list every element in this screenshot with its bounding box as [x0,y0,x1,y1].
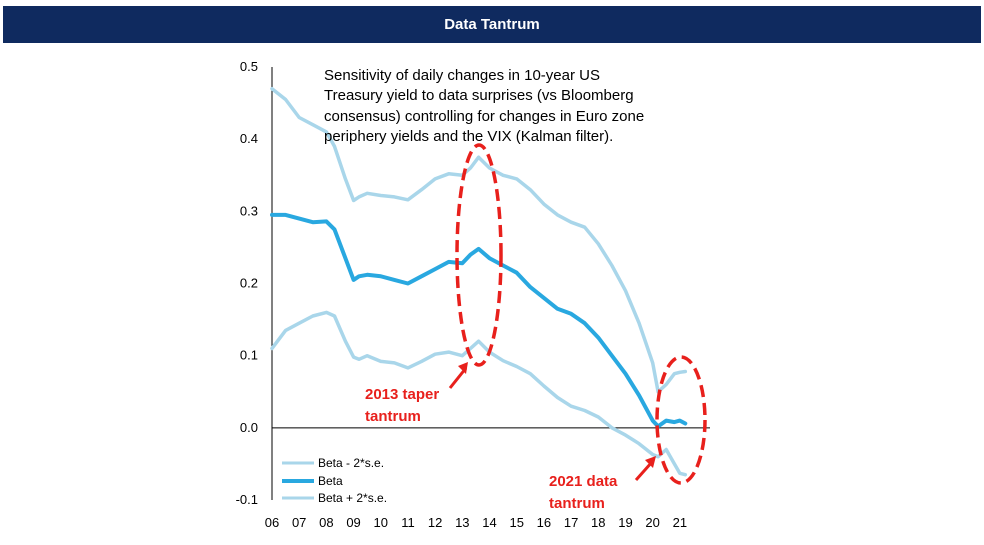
series-lines [270,86,688,477]
series-line-beta-plus-2se [270,86,688,394]
taper-callout-arrowhead [458,362,468,374]
series-line-beta-minus-2se [270,310,688,477]
legend-label-lower: Beta - 2*s.e. [318,456,384,470]
x-axis-ticks: 06 07 08 09 10 11 12 13 14 15 16 17 18 19 20 21 [265,515,687,530]
x-tick-label: 14 [482,515,496,530]
taper-callout-line-2: tantrum [365,408,421,425]
taper-tantrum-highlight [455,143,503,367]
data-callout-arrow [634,461,654,481]
data-callout-line-1: 2021 data [549,473,618,490]
x-tick-label: 13 [455,515,469,530]
x-tick-label: 20 [645,515,659,530]
x-tick-label: 16 [537,515,551,530]
y-tick-label: -0.1 [236,492,258,507]
x-tick-label: 06 [265,515,279,530]
data-tantrum-highlight [655,355,707,485]
x-tick-label: 10 [374,515,388,530]
x-tick-label: 21 [673,515,687,530]
data-callout-line-2: tantrum [549,495,605,512]
y-axis-ticks: 0.5 0.4 0.3 0.2 0.1 0.0 -0.1 [236,59,258,507]
taper-callout-line-1: 2013 taper [365,386,439,403]
x-tick-label: 18 [591,515,605,530]
y-tick-label: 0.3 [240,203,258,218]
data-callout-arrowhead [645,456,656,468]
series-line-beta [270,212,688,429]
chart-annotation-line-1: Sensitivity of daily changes in 10-year … [324,67,600,84]
x-tick-label: 11 [401,515,415,530]
chart-annotation-line-4: periphery yields and the VIX (Kalman fil… [324,128,613,145]
x-tick-label: 08 [319,515,333,530]
y-tick-label: 0.4 [240,131,258,146]
chart-annotation-line-3: consensus) controlling for changes in Eu… [324,108,644,125]
x-tick-label: 12 [428,515,442,530]
x-tick-label: 19 [618,515,632,530]
y-tick-label: 0.2 [240,276,258,291]
x-tick-label: 15 [509,515,523,530]
x-tick-label: 07 [292,515,306,530]
chart-banner: Data Tantrum [3,6,981,43]
y-tick-label: 0.1 [240,348,258,363]
legend: Beta - 2*s.e. Beta Beta + 2*s.e. [282,456,387,505]
x-tick-label: 17 [564,515,578,530]
x-tick-label: 09 [346,515,360,530]
chart-annotation-line-2: Treasury yield to data surprises (vs Blo… [324,87,634,104]
y-tick-label: 0.5 [240,59,258,74]
legend-label-upper: Beta + 2*s.e. [318,491,387,505]
y-tick-label: 0.0 [240,420,258,435]
legend-label-beta: Beta [318,474,343,488]
chart-title: Data Tantrum [444,16,540,33]
